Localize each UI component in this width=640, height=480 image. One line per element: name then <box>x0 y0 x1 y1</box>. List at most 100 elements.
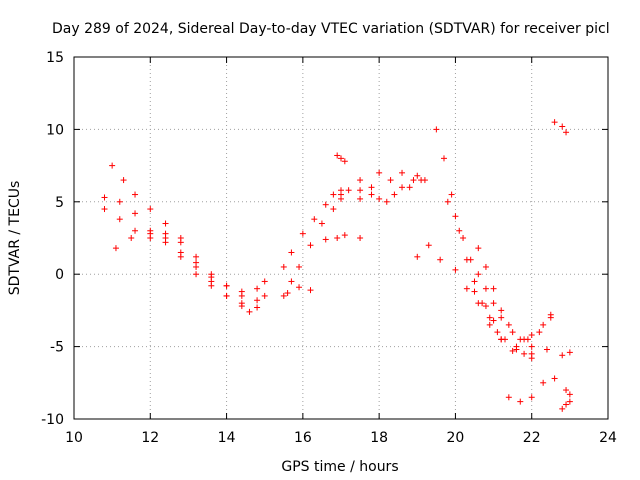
data-point <box>437 256 444 263</box>
data-point <box>486 314 493 321</box>
data-point <box>467 256 474 263</box>
data-point <box>357 195 364 202</box>
data-point <box>254 285 261 292</box>
data-point <box>543 346 550 353</box>
data-point <box>341 232 348 239</box>
data-point <box>208 274 215 281</box>
data-point <box>547 314 554 321</box>
data-point <box>101 194 108 201</box>
data-point <box>238 292 245 299</box>
y-tick-label: -5 <box>50 340 64 356</box>
data-point <box>448 191 455 198</box>
data-point <box>261 292 268 299</box>
data-point <box>318 220 325 227</box>
data-point <box>208 282 215 289</box>
data-point <box>551 119 558 126</box>
data-point <box>162 220 169 227</box>
data-point <box>132 210 139 217</box>
data-point <box>528 394 535 401</box>
data-point <box>540 321 547 328</box>
data-point <box>444 198 451 205</box>
data-point <box>307 287 314 294</box>
data-point <box>330 191 337 198</box>
data-point <box>475 271 482 278</box>
data-point <box>566 349 573 356</box>
data-point <box>521 350 528 357</box>
data-point <box>357 177 364 184</box>
data-point <box>311 216 318 223</box>
data-point <box>284 290 291 297</box>
data-point <box>338 187 344 194</box>
data-point <box>498 307 505 314</box>
data-point <box>254 297 261 304</box>
data-point <box>399 184 406 191</box>
data-point <box>368 184 375 191</box>
x-tick-label: 14 <box>218 430 236 446</box>
data-point <box>296 284 303 291</box>
data-point <box>246 308 253 315</box>
data-point <box>109 162 116 169</box>
data-point <box>299 230 306 237</box>
data-point <box>296 263 303 270</box>
data-point <box>482 285 489 292</box>
x-tick-label: 16 <box>294 430 312 446</box>
x-tick-label: 24 <box>599 430 617 446</box>
data-point <box>528 332 535 339</box>
data-point <box>505 394 512 401</box>
y-tick-labels: 15 10 5 0 -5 -10 <box>41 50 64 428</box>
data-point <box>322 236 329 243</box>
data-point <box>193 271 200 278</box>
data-point <box>509 347 516 354</box>
data-point <box>391 191 398 198</box>
data-point <box>132 227 139 234</box>
data-point <box>116 216 123 223</box>
x-axis-label: GPS time / hours <box>281 459 398 475</box>
data-point <box>566 398 573 405</box>
data-point <box>223 292 230 299</box>
data-point <box>357 187 364 194</box>
chart-title: Day 289 of 2024, Sidereal Day-to-day VTE… <box>52 21 610 37</box>
data-point <box>322 201 329 208</box>
data-point <box>452 213 459 220</box>
data-point <box>471 278 478 285</box>
data-point <box>471 288 478 295</box>
data-point <box>307 242 314 249</box>
data-point <box>563 387 570 394</box>
data-point <box>456 227 463 234</box>
data-point <box>452 266 459 273</box>
data-point <box>540 379 547 386</box>
data-point <box>421 177 428 184</box>
data-point <box>566 391 573 398</box>
data-point <box>513 346 520 353</box>
data-point <box>177 235 184 241</box>
data-point <box>517 336 524 343</box>
y-tick-label: 5 <box>55 195 64 211</box>
data-point <box>376 195 383 202</box>
data-point <box>475 300 482 307</box>
data-point <box>399 169 406 176</box>
data-point <box>559 123 566 130</box>
plot-frame <box>73 56 609 420</box>
data-point <box>162 235 169 241</box>
data-point <box>482 303 489 310</box>
y-axis-label: SDTVAR / TECUs <box>7 181 23 296</box>
data-point <box>147 230 154 237</box>
data-point <box>490 285 497 292</box>
data-point <box>440 155 447 162</box>
data-point <box>128 235 135 241</box>
y-tick-label: 15 <box>46 50 64 66</box>
data-point <box>112 245 119 252</box>
x-tick-labels: 10 12 14 16 18 20 22 24 <box>65 430 617 446</box>
data-point <box>387 177 394 184</box>
data-point <box>341 158 348 165</box>
data-point <box>475 245 482 252</box>
data-point <box>338 195 344 202</box>
data-point <box>563 401 570 408</box>
data-point <box>345 187 352 194</box>
data-point <box>425 242 432 249</box>
data-point <box>376 169 383 176</box>
data-point <box>551 375 558 382</box>
data-point <box>536 329 543 336</box>
data-point <box>132 191 139 198</box>
